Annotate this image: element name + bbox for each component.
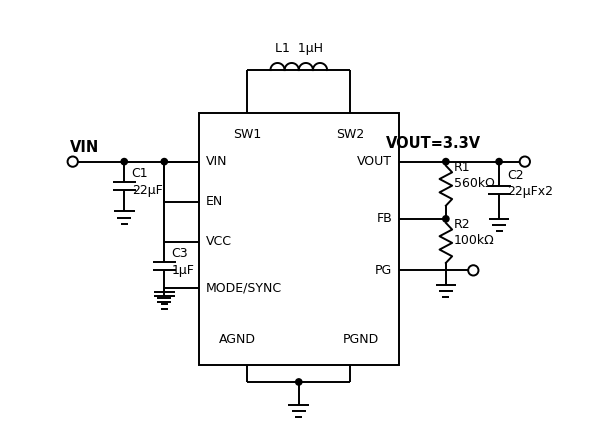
Circle shape: [443, 216, 449, 222]
Circle shape: [161, 159, 167, 165]
Text: MODE/SYNC: MODE/SYNC: [205, 281, 281, 294]
Text: R2: R2: [454, 218, 471, 231]
Text: SW1: SW1: [233, 128, 261, 141]
Bar: [199, 113, 399, 365]
Circle shape: [468, 265, 479, 276]
Text: R1: R1: [454, 161, 471, 174]
Text: VCC: VCC: [205, 235, 231, 248]
Circle shape: [295, 379, 302, 385]
Text: VIN: VIN: [205, 155, 227, 168]
Text: L1  1μH: L1 1μH: [275, 42, 323, 55]
Text: 22μFx2: 22μFx2: [507, 185, 553, 198]
Circle shape: [519, 156, 530, 167]
Circle shape: [496, 159, 502, 165]
Circle shape: [121, 159, 127, 165]
Text: 100kΩ: 100kΩ: [454, 234, 495, 247]
Text: 22μF: 22μF: [132, 184, 163, 197]
Text: FB: FB: [376, 213, 392, 226]
Text: 560kΩ: 560kΩ: [454, 177, 495, 190]
Text: EN: EN: [205, 195, 223, 208]
Text: SW2: SW2: [336, 128, 364, 141]
Circle shape: [68, 156, 78, 167]
Text: VIN: VIN: [70, 140, 99, 155]
Circle shape: [443, 159, 449, 165]
Text: C2: C2: [507, 169, 524, 182]
Text: 1μF: 1μF: [172, 264, 195, 277]
Text: VOUT=3.3V: VOUT=3.3V: [385, 136, 481, 151]
Bar: [164, 162, 199, 202]
Text: PGND: PGND: [343, 333, 379, 346]
Text: C3: C3: [172, 247, 188, 260]
Text: PG: PG: [375, 264, 392, 277]
Text: AGND: AGND: [219, 333, 256, 346]
Text: C1: C1: [132, 167, 149, 180]
Text: VOUT: VOUT: [357, 155, 392, 168]
